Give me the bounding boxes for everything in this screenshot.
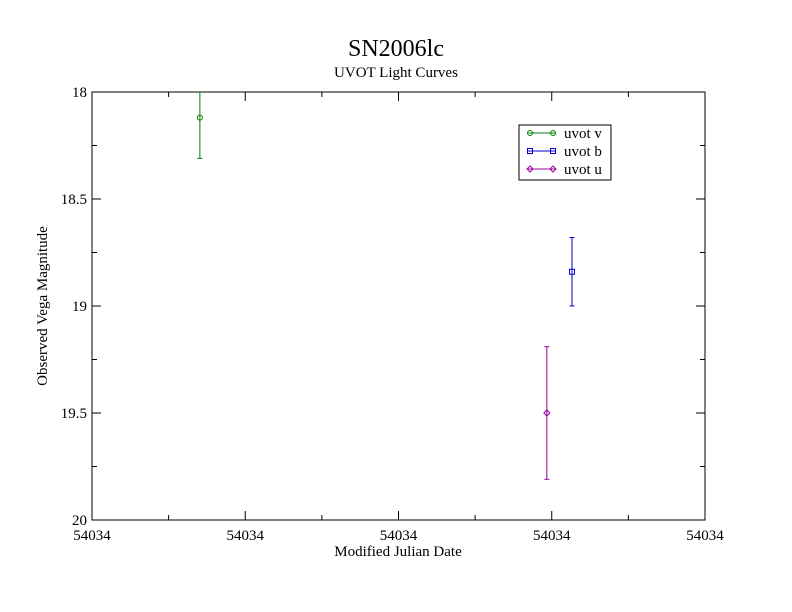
x-tick-label: 54034 <box>380 528 418 544</box>
series-uvot-v <box>196 92 203 159</box>
data-series <box>196 92 575 480</box>
series-uvot-b <box>568 237 575 307</box>
legend-box <box>518 124 612 181</box>
y-tick-label: 18.5 <box>61 192 87 208</box>
legend-label: uvot u <box>564 162 602 178</box>
legend-label: uvot b <box>564 144 602 160</box>
legend: uvot v uvot b uvot u <box>518 124 612 181</box>
x-tick-label: 54034 <box>533 528 571 544</box>
data-point <box>568 268 575 275</box>
y-tick-label: 20 <box>72 513 87 529</box>
x-tick-label: 54034 <box>227 528 265 544</box>
y-axis-label: Observed Vega Magnitude <box>35 226 51 386</box>
legend-label: uvot v <box>564 126 602 142</box>
data-point <box>543 409 551 417</box>
data-point <box>196 114 203 121</box>
x-tick-label: 54034 <box>73 528 111 544</box>
y-tick-label: 19 <box>72 299 87 315</box>
legend-marker-start <box>527 130 533 136</box>
chart-subtitle: UVOT Light Curves <box>334 65 458 81</box>
plot-frame <box>91 91 706 521</box>
legend-marker-end <box>550 148 556 154</box>
x-axis-label: Modified Julian Date <box>334 544 462 560</box>
y-tick-label: 19.5 <box>61 406 87 422</box>
legend-marker-end <box>549 165 557 173</box>
series-uvot-u <box>543 346 551 480</box>
legend-marker-end <box>550 130 556 136</box>
x-axis: 54034 54034 54034 54034 54034 <box>73 92 724 544</box>
x-tick-label: 54034 <box>686 528 724 544</box>
legend-marker-start <box>527 148 533 154</box>
y-tick-label: 18 <box>72 85 87 101</box>
legend-marker-start <box>526 165 534 173</box>
chart-title: SN2006lc <box>348 36 444 62</box>
y-axis: 18 18.5 19 19.5 20 <box>61 85 705 529</box>
